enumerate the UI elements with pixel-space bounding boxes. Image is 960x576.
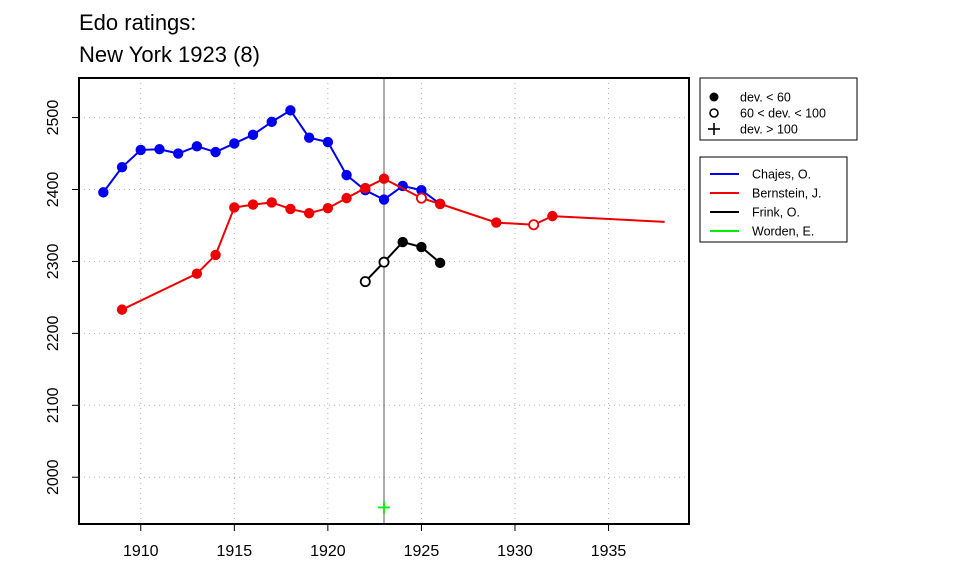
- series-chajes: [98, 105, 446, 210]
- legend-filled-marker: [709, 92, 719, 102]
- series-legend-label: Chajes, O.: [752, 168, 811, 182]
- series-legend-label: Frink, O.: [752, 206, 800, 220]
- data-point: [528, 219, 540, 231]
- data-point: [266, 197, 277, 208]
- series-legend: Chajes, O. Bernstein, J. Frink, O. Worden, …: [699, 156, 848, 243]
- legend-open-marker: [709, 108, 719, 118]
- series-line: [121, 177, 665, 311]
- series-legend-box: [699, 156, 848, 243]
- data-point: [378, 501, 390, 514]
- series-frink: [359, 236, 446, 288]
- x-tick-label: 1935: [591, 543, 627, 560]
- data-point: [378, 256, 390, 268]
- series-legend-label: Worden, E.: [752, 225, 814, 239]
- data-point: [116, 162, 128, 173]
- series-layer: [98, 105, 665, 514]
- data-point: [303, 208, 315, 219]
- data-point: [397, 236, 408, 248]
- data-point: [303, 132, 315, 143]
- data-point: [416, 185, 427, 196]
- data-point: [360, 182, 371, 194]
- data-point: [191, 141, 203, 152]
- data-point: [434, 198, 446, 210]
- series-worden: [378, 501, 390, 514]
- y-tick-label: 2000: [45, 459, 62, 495]
- data-point: [266, 116, 277, 128]
- data-point: [322, 203, 334, 214]
- data-point: [98, 187, 109, 198]
- data-point: [229, 202, 240, 213]
- x-tick-label: 1920: [310, 543, 346, 560]
- chart-title-line-1: Edo ratings:: [79, 10, 197, 35]
- data-point: [210, 249, 221, 261]
- data-point: [116, 304, 128, 315]
- data-point: [434, 257, 446, 269]
- chart-title-line-2: New York 1923 (8): [79, 42, 260, 67]
- data-point: [378, 194, 390, 205]
- series-bernstein: [116, 173, 665, 315]
- data-point: [191, 268, 203, 279]
- symbol-legend-label: 60 < dev. < 100: [740, 107, 826, 121]
- data-point: [378, 173, 390, 184]
- data-point: [341, 169, 352, 181]
- y-tick-label: 2100: [45, 387, 62, 423]
- data-point: [491, 217, 502, 228]
- data-point: [547, 210, 558, 222]
- x-tick-label: 1915: [217, 543, 253, 560]
- series-legend-label: Bernstein, J.: [752, 187, 821, 201]
- y-tick-label: 2300: [45, 244, 62, 280]
- x-axis: 1910 1915 1920 1925 1930 1935: [123, 523, 627, 560]
- data-point: [359, 276, 371, 288]
- x-tick-label: 1910: [123, 543, 159, 560]
- data-point: [341, 192, 352, 204]
- data-point: [415, 192, 427, 204]
- data-point: [247, 129, 259, 141]
- symbol-legend-label: dev. < 60: [740, 91, 791, 105]
- data-point: [135, 144, 146, 156]
- x-tick-label: 1930: [497, 543, 533, 560]
- data-point: [172, 148, 184, 159]
- symbol-legend: dev. < 60 60 < dev. < 100 dev. > 100: [699, 77, 858, 141]
- series-line: [364, 240, 441, 283]
- y-tick-label: 2200: [45, 315, 62, 351]
- data-point: [247, 199, 259, 210]
- data-point: [285, 203, 296, 215]
- x-tick-label: 1925: [404, 543, 440, 560]
- data-point: [397, 180, 408, 192]
- data-point: [285, 105, 296, 116]
- data-point: [229, 138, 240, 149]
- legend-plus-marker: [708, 123, 720, 135]
- data-point: [416, 241, 427, 253]
- y-axis: 2000 2100 2200 2300 2400 2500: [45, 100, 79, 495]
- data-point: [210, 146, 221, 158]
- y-tick-label: 2400: [45, 172, 62, 208]
- symbol-legend-label: dev. > 100: [740, 123, 798, 137]
- data-point: [322, 136, 334, 148]
- y-tick-label: 2500: [45, 100, 62, 136]
- symbol-legend-box: [699, 77, 858, 141]
- data-point: [154, 144, 165, 155]
